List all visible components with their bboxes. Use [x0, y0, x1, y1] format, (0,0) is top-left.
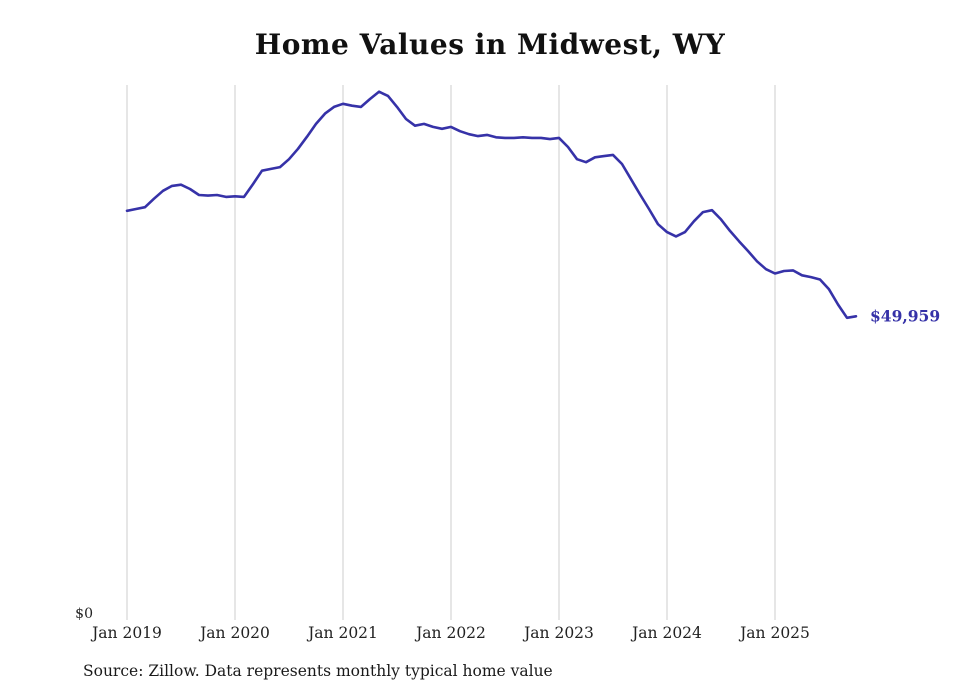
source-note: Source: Zillow. Data represents monthly … [83, 662, 553, 680]
home-value-series-line [125, 90, 858, 320]
series-end-value-label: $49,959 [870, 306, 941, 326]
y-axis-zero-label: $0 [75, 606, 93, 622]
chart-title: Home Values in Midwest, WY [254, 28, 726, 61]
